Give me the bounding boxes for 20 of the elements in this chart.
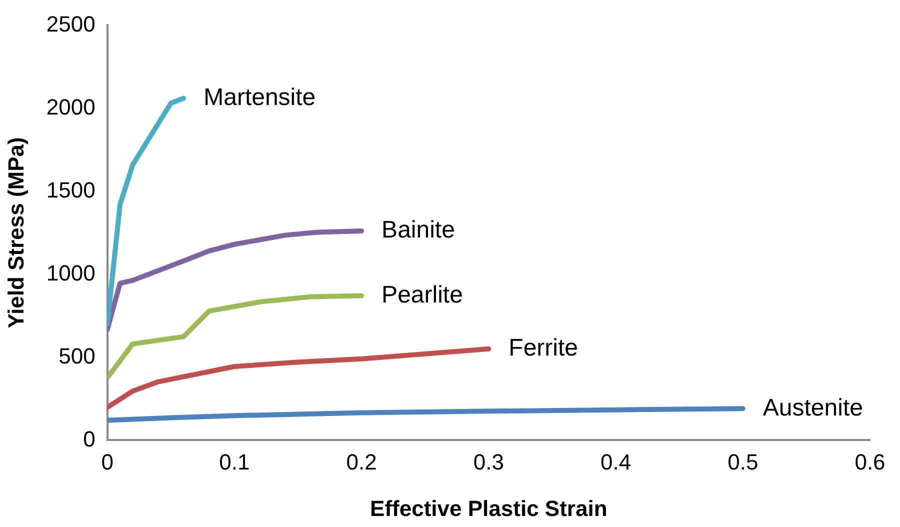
y-tick-label: 1500 (46, 177, 96, 202)
x-tick-label: 0.5 (728, 449, 758, 474)
series-label: Bainite (382, 216, 455, 244)
x-tick-label: 0.1 (219, 449, 250, 474)
series-label: Ferrite (508, 334, 578, 362)
series-label: Pearlite (382, 281, 463, 308)
x-tick-label: 0.2 (346, 449, 377, 474)
series-label: Martensite (204, 84, 316, 111)
x-tick-label: 0.4 (600, 449, 632, 474)
x-tick-label: 0.3 (473, 449, 504, 474)
y-tick-label: 2500 (46, 11, 96, 36)
y-tick-label: 0 (83, 426, 96, 452)
y-tick-label: 500 (58, 343, 96, 368)
x-tick-label: 0 (101, 449, 114, 474)
y-tick-label: 1000 (46, 260, 96, 286)
series-label: Austenite (762, 394, 863, 422)
x-tick-label: 0.6 (854, 449, 886, 474)
x-axis-title: Effective Plastic Strain (370, 496, 608, 521)
y-tick-label: 2000 (46, 94, 96, 120)
y-axis-title: Yield Stress (MPa) (3, 137, 28, 328)
